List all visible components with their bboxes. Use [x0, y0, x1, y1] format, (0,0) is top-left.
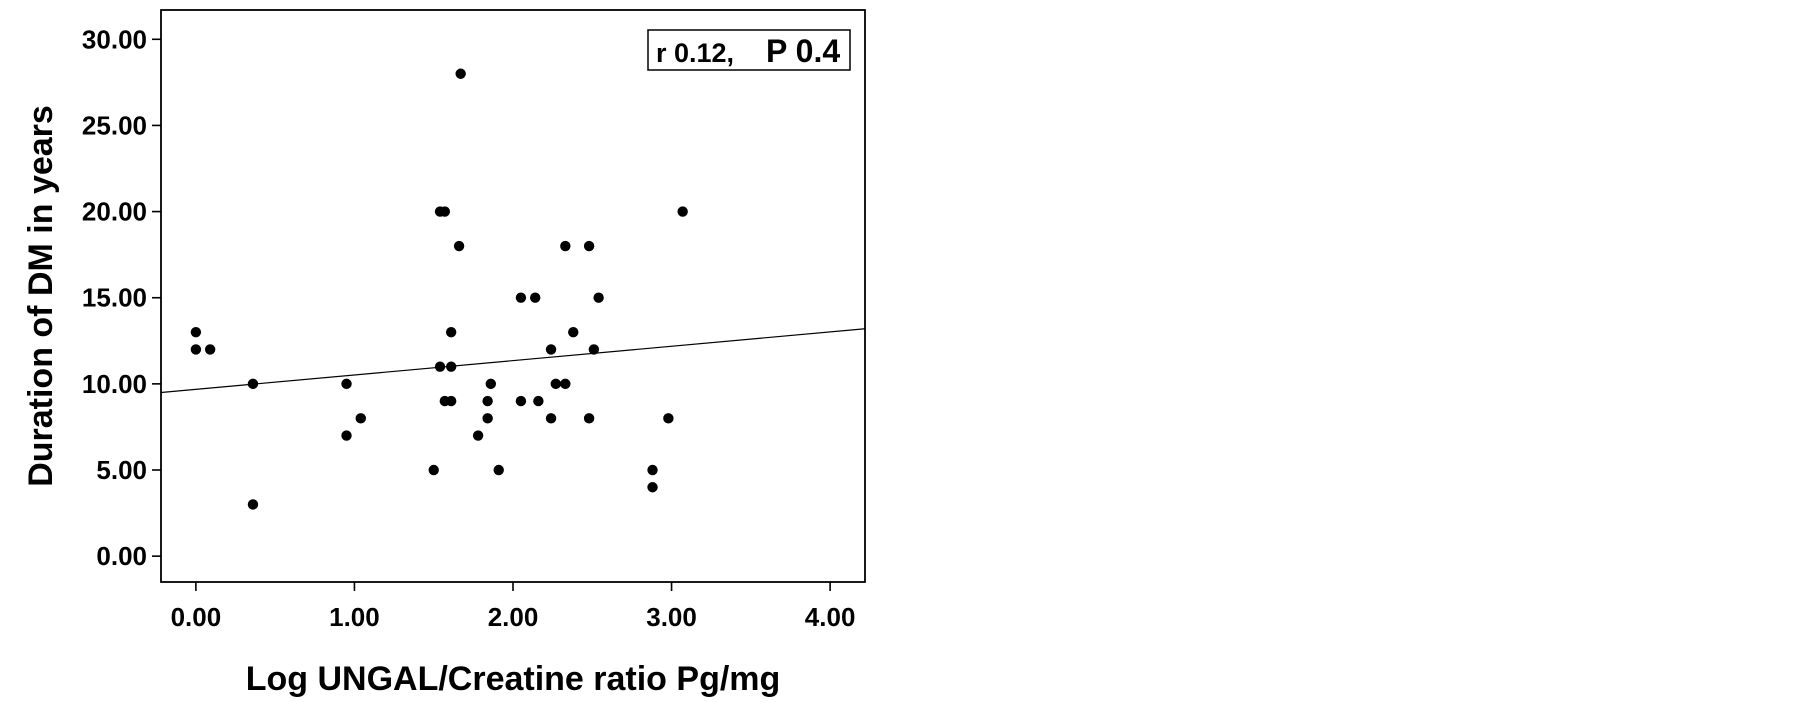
data-point [247, 378, 259, 390]
y-tick-label: 15.00 [82, 283, 147, 313]
data-point [453, 240, 465, 252]
data-point [190, 344, 202, 355]
data-point [588, 344, 600, 355]
data-point [428, 464, 439, 476]
y-tick-label: 30.00 [82, 24, 147, 54]
data-points [190, 68, 688, 510]
data-point [482, 395, 493, 407]
data-point [647, 464, 658, 476]
y-tick-label: 0.00 [96, 541, 147, 571]
x-tick-label: 1.00 [329, 602, 380, 632]
data-point [545, 413, 557, 424]
data-point [647, 482, 658, 493]
data-point [677, 206, 688, 217]
data-point [472, 430, 484, 441]
data-point [445, 361, 457, 372]
annotation-p: P 0.4 [766, 33, 840, 69]
data-point [550, 378, 562, 390]
data-point [560, 240, 571, 252]
data-point [485, 378, 497, 390]
data-point [247, 499, 259, 510]
y-tick-label: 5.00 [96, 455, 147, 485]
data-point [445, 395, 457, 407]
data-point [593, 292, 604, 303]
data-point [455, 68, 466, 79]
data-point [560, 378, 571, 390]
data-point [583, 240, 595, 252]
data-point [515, 395, 527, 407]
y-tick-label: 25.00 [82, 110, 147, 140]
data-point [583, 413, 595, 424]
x-axis: 0.00 1.00 2.00 3.00 4.00 [171, 582, 856, 632]
data-point [204, 344, 216, 355]
plot-area-frame [160, 9, 866, 583]
annotation-r: r 0.12, [656, 38, 734, 68]
data-point [493, 464, 504, 476]
data-point [355, 413, 366, 424]
data-point [545, 344, 557, 355]
data-point [663, 413, 674, 424]
x-tick-label: 2.00 [488, 602, 539, 632]
data-point [341, 378, 352, 390]
data-point [568, 326, 579, 338]
x-tick-label: 3.00 [646, 602, 697, 632]
regression-line [160, 328, 866, 394]
y-tick-label: 20.00 [82, 197, 147, 227]
annotation-box [647, 29, 851, 71]
data-point [445, 326, 457, 338]
x-axis-title: Log UNGAL/Creatine ratio Pg/mg [246, 660, 781, 698]
data-point [434, 361, 446, 372]
data-point [439, 206, 451, 217]
data-point [190, 326, 202, 338]
x-tick-label: 4.00 [805, 602, 856, 632]
y-axis: 0.00 5.00 10.00 15.00 20.00 25.00 30.00 [82, 24, 161, 571]
data-point [341, 430, 352, 441]
data-point [533, 395, 544, 407]
y-axis-title: Duration of DM in years [22, 105, 60, 487]
y-tick-label: 10.00 [82, 369, 147, 399]
data-point [529, 292, 541, 303]
data-point [482, 413, 493, 424]
data-point [515, 292, 527, 303]
x-tick-label: 0.00 [171, 602, 222, 632]
